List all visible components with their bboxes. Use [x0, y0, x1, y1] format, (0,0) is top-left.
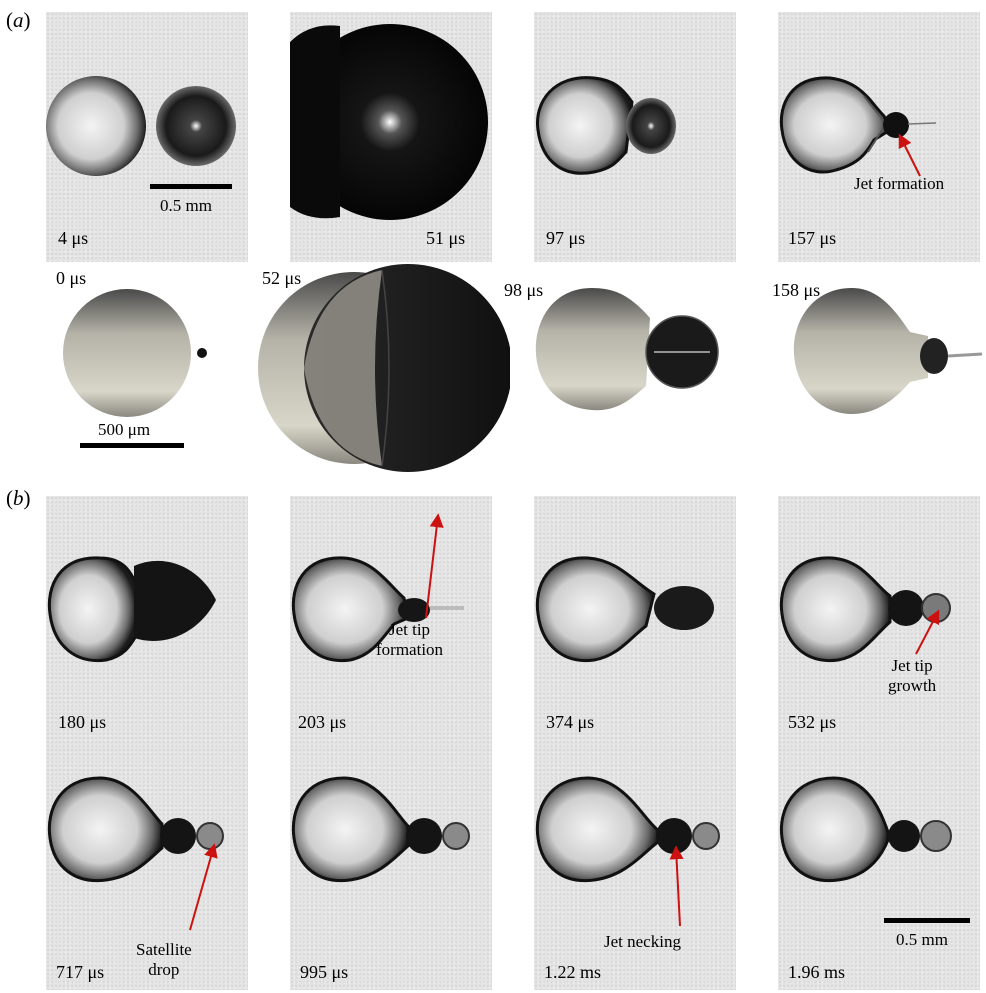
frame-a-1: 0.5 mm 4 μs	[46, 12, 248, 262]
annotation-jet-necking: Jet necking	[604, 932, 681, 951]
scale-label: 500 μm	[98, 420, 151, 439]
drop-bubble-image	[536, 76, 676, 175]
sim-drop-158	[793, 288, 983, 414]
panel-b-label: (b)	[6, 486, 31, 510]
drop-jet-image	[47, 556, 216, 663]
time-label: 157 μs	[788, 228, 837, 248]
sim-time-label: 158 μs	[772, 280, 821, 300]
drop-jet-image	[535, 556, 714, 663]
time-label: 97 μs	[546, 228, 586, 248]
frame-a-3: 97 μs	[534, 12, 736, 262]
scale-label: 0.5 mm	[896, 930, 948, 949]
scale-label: 0.5 mm	[160, 196, 212, 215]
drop-bubble-image	[46, 76, 236, 176]
frame-b-7: Jet necking 1.22 ms	[534, 748, 736, 990]
annotation-jet-tip-growth: Jet tip growth	[888, 656, 937, 695]
drop-bubble-image	[779, 76, 937, 174]
frame-b-5: Satellite drop 717 μs	[46, 748, 248, 990]
frame-a-4: Jet formation 157 μs	[778, 12, 980, 262]
time-label: 717 μs	[56, 962, 105, 982]
drop-jet-image	[779, 556, 951, 663]
frame-b-4: Jet tip growth 532 μs	[778, 496, 980, 748]
drop-satellite-image	[291, 776, 470, 883]
time-label: 180 μs	[58, 712, 107, 732]
sim-time-label: 52 μs	[262, 268, 302, 288]
annotation-satellite-drop: Satellite drop	[136, 940, 192, 979]
panel-a-label: (a)	[6, 8, 31, 32]
sim-drop-0	[63, 289, 207, 417]
time-label: 203 μs	[298, 712, 347, 732]
frame-b-6: 995 μs	[290, 748, 492, 990]
drop-satellite-image	[535, 776, 720, 883]
frame-a-2: 51 μs	[290, 12, 492, 262]
time-label: 995 μs	[300, 962, 349, 982]
sim-drop-98	[535, 288, 719, 411]
time-label: 1.96 ms	[788, 962, 846, 982]
large-bubble-image	[290, 24, 488, 220]
frame-b-2: Jet tip formation 203 μs	[290, 496, 492, 748]
scale-bar	[150, 184, 232, 189]
frame-b-3: 374 μs	[534, 496, 736, 748]
scale-bar	[884, 918, 970, 923]
annotation-jet-tip-formation: Jet tip formation	[376, 620, 444, 659]
drop-satellite-image	[779, 776, 952, 883]
time-label: 1.22 ms	[544, 962, 602, 982]
time-label: 374 μs	[546, 712, 595, 732]
frame-b-1: 180 μs	[46, 496, 248, 748]
drop-jet-image	[291, 556, 464, 663]
sim-time-label: 0 μs	[56, 268, 87, 288]
sim-time-label: 98 μs	[504, 280, 544, 300]
scale-bar	[80, 443, 184, 448]
sim-bubble-52	[258, 264, 510, 472]
drop-satellite-image	[47, 776, 224, 883]
time-label: 51 μs	[426, 228, 466, 248]
time-label: 532 μs	[788, 712, 837, 732]
annotation-jet-formation: Jet formation	[854, 174, 945, 193]
frame-b-8: 0.5 mm 1.96 ms	[778, 748, 980, 990]
time-label: 4 μs	[58, 228, 89, 248]
